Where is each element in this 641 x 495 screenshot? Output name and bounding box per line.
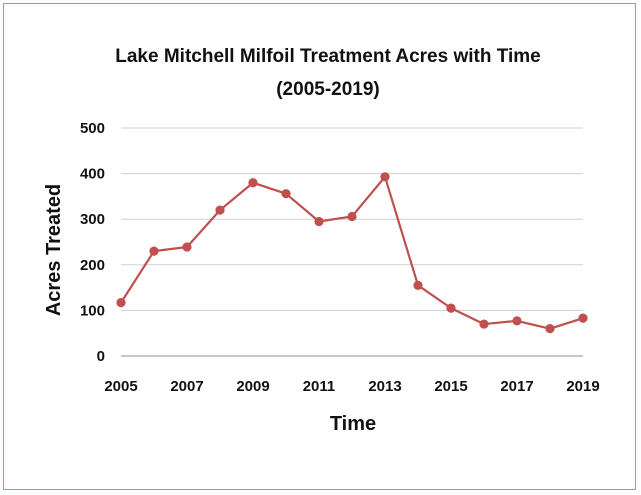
tick-labels: 0 100 200 300 400 500 2005 2007 2009 2011 2013 2015…	[80, 120, 600, 395]
series-layer	[116, 172, 588, 334]
y-tick-label-100: 100	[80, 302, 105, 319]
data-point-2019	[578, 313, 588, 323]
x-tick-label-2011: 2011	[303, 378, 336, 395]
y-tick-label-0: 0	[97, 348, 105, 365]
x-tick-label-2007: 2007	[170, 378, 203, 395]
y-axis-label: Acres Treated	[43, 184, 65, 316]
data-point-2018	[545, 324, 555, 334]
y-tick-label-300: 300	[80, 211, 105, 228]
x-tick-label-2013: 2013	[368, 378, 401, 395]
y-tick-label-200: 200	[80, 257, 105, 274]
data-point-2011	[314, 216, 324, 227]
data-point-2006	[149, 246, 159, 256]
data-point-2012	[347, 211, 357, 222]
data-point-2009	[248, 178, 258, 188]
data-point-2016	[479, 319, 489, 329]
data-point-2015	[446, 303, 456, 313]
gridlines	[121, 127, 583, 311]
data-point-2017	[512, 316, 522, 326]
x-tick-label-2005: 2005	[104, 378, 137, 395]
chart-title: Lake Mitchell Milfoil Treatment Acres wi…	[115, 46, 541, 67]
data-point-2013	[380, 172, 390, 182]
x-axis-label: Time	[330, 413, 376, 435]
x-tick-label-2015: 2015	[434, 378, 467, 395]
chart-frame	[3, 3, 636, 490]
data-point-2010	[281, 189, 291, 199]
series-line-0	[120, 175, 584, 330]
data-point-2008	[215, 205, 225, 215]
y-tick-label-500: 500	[80, 120, 105, 137]
data-point-2014	[413, 280, 423, 290]
x-tick-label-2017: 2017	[500, 378, 533, 395]
y-tick-label-400: 400	[80, 166, 105, 183]
data-point-2007	[182, 242, 192, 252]
x-tick-label-2009: 2009	[236, 378, 269, 395]
x-tick-label-2019: 2019	[566, 378, 599, 395]
data-point-2005	[116, 298, 126, 308]
chart-subtitle: (2005-2019)	[276, 79, 380, 100]
